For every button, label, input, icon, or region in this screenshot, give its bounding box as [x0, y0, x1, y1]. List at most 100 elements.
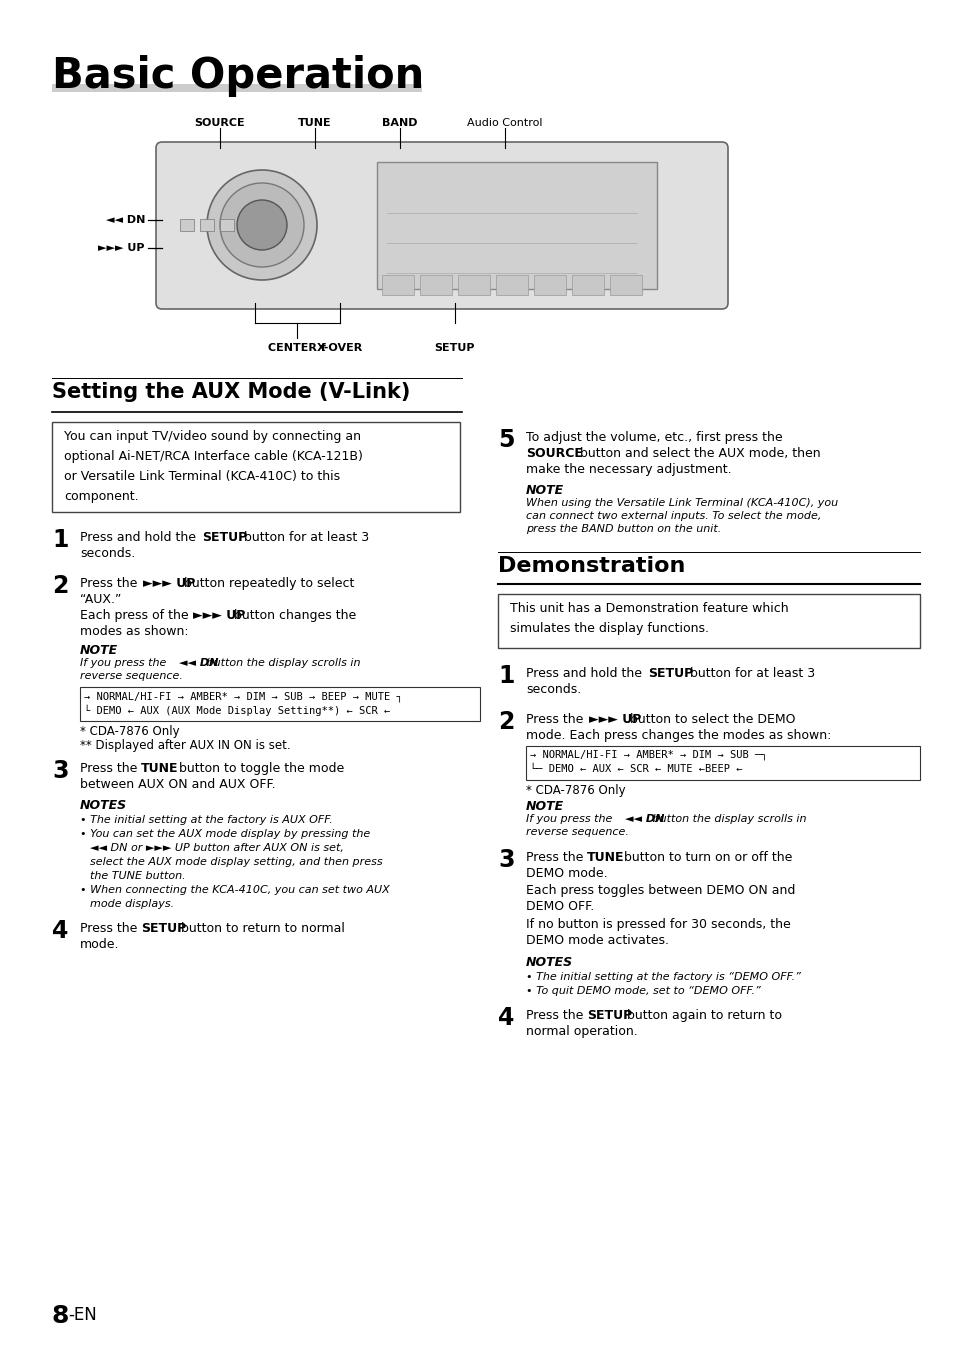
Text: make the necessary adjustment.: make the necessary adjustment. [525, 463, 731, 476]
Text: Each press toggles between DEMO ON and: Each press toggles between DEMO ON and [525, 884, 795, 896]
Text: SETUP: SETUP [141, 922, 186, 935]
Text: SETUP: SETUP [586, 1010, 632, 1022]
Text: If you press the: If you press the [525, 814, 616, 824]
Text: mode displays.: mode displays. [90, 899, 174, 909]
Text: NOTE: NOTE [525, 485, 563, 497]
Text: modes as shown:: modes as shown: [80, 625, 189, 638]
Text: Press the: Press the [80, 762, 141, 775]
Bar [220, 219, 233, 232]
Text: button and select the AUX mode, then: button and select the AUX mode, then [576, 447, 820, 460]
Text: └─ DEMO ← AUX ← SCR ← MUTE ←BEEP ←: └─ DEMO ← AUX ← SCR ← MUTE ←BEEP ← [530, 765, 741, 774]
Bar [52, 423, 459, 511]
Text: → NORMAL/HI-FI → AMBER* → DIM → SUB ─┐: → NORMAL/HI-FI → AMBER* → DIM → SUB ─┐ [530, 750, 767, 760]
Bar [534, 275, 565, 295]
Circle shape [220, 183, 304, 267]
Text: 5: 5 [497, 428, 514, 452]
Text: • When connecting the KCA-410C, you can set two AUX: • When connecting the KCA-410C, you can … [80, 886, 390, 895]
Text: button to select the DEMO: button to select the DEMO [625, 713, 795, 725]
Text: Press the: Press the [80, 577, 141, 590]
Text: DEMO OFF.: DEMO OFF. [525, 900, 594, 913]
Text: ►►► UP: ►►► UP [588, 713, 640, 725]
Text: NOTES: NOTES [525, 956, 573, 969]
Bar [457, 275, 490, 295]
Text: Press the: Press the [525, 713, 587, 725]
Bar [376, 162, 657, 289]
Bar [419, 275, 452, 295]
Text: normal operation.: normal operation. [525, 1026, 638, 1038]
Text: seconds.: seconds. [525, 682, 580, 696]
Text: 1: 1 [52, 528, 69, 552]
Text: simulates the display functions.: simulates the display functions. [510, 622, 708, 635]
Text: ►►► UP: ►►► UP [143, 577, 195, 590]
Text: mode.: mode. [80, 938, 119, 952]
Text: NOTES: NOTES [80, 800, 127, 812]
Text: NOTE: NOTE [80, 643, 118, 657]
Text: NOTE: NOTE [525, 800, 563, 813]
Text: 1: 1 [497, 664, 514, 688]
Text: • To quit DEMO mode, set to “DEMO OFF.”: • To quit DEMO mode, set to “DEMO OFF.” [525, 987, 760, 996]
Text: To adjust the volume, etc., first press the: To adjust the volume, etc., first press … [525, 431, 781, 444]
Text: 3: 3 [52, 759, 69, 783]
Bar [180, 219, 193, 232]
Text: Press the: Press the [525, 1010, 587, 1022]
Text: When using the Versatile Link Terminal (KCA-410C), you: When using the Versatile Link Terminal (… [525, 498, 838, 507]
Text: 4: 4 [497, 1005, 514, 1030]
Bar [52, 83, 421, 92]
Text: the TUNE button.: the TUNE button. [90, 871, 186, 882]
Text: reverse sequence.: reverse sequence. [80, 672, 183, 681]
Bar [572, 275, 603, 295]
Text: can connect two external inputs. To select the mode,: can connect two external inputs. To sele… [525, 511, 821, 521]
Text: button the display scrolls in: button the display scrolls in [203, 658, 360, 668]
Text: button to turn on or off the: button to turn on or off the [619, 851, 792, 864]
Text: TUNE: TUNE [586, 851, 624, 864]
Bar [497, 594, 919, 647]
Text: ◄◄ DN: ◄◄ DN [624, 814, 663, 824]
Text: button the display scrolls in: button the display scrolls in [648, 814, 805, 824]
Text: This unit has a Demonstration feature which: This unit has a Demonstration feature wh… [510, 602, 788, 615]
Text: button again to return to: button again to return to [622, 1010, 781, 1022]
Text: • You can set the AUX mode display by pressing the: • You can set the AUX mode display by pr… [80, 829, 370, 839]
Text: 2: 2 [497, 709, 514, 734]
Bar [525, 746, 919, 779]
Text: Press the: Press the [80, 922, 141, 935]
Text: * CDA-7876 Only: * CDA-7876 Only [525, 783, 625, 797]
Text: ◄◄ DN or ►►► UP button after AUX ON is set,: ◄◄ DN or ►►► UP button after AUX ON is s… [90, 843, 343, 853]
Text: SOURCE: SOURCE [525, 447, 582, 460]
Text: TUNE: TUNE [298, 118, 332, 128]
Text: ◄◄ DN: ◄◄ DN [179, 658, 218, 668]
Text: • The initial setting at the factory is AUX OFF.: • The initial setting at the factory is … [80, 814, 333, 825]
Text: → NORMAL/HI-FI → AMBER* → DIM → SUB → BEEP → MUTE ┐: → NORMAL/HI-FI → AMBER* → DIM → SUB → BE… [84, 690, 402, 701]
Text: Press and hold the: Press and hold the [80, 532, 200, 544]
Text: * CDA-7876 Only: * CDA-7876 Only [80, 725, 179, 738]
Text: press the BAND button on the unit.: press the BAND button on the unit. [525, 524, 720, 534]
Text: component.: component. [64, 490, 138, 503]
Text: or Versatile Link Terminal (KCA-410C) to this: or Versatile Link Terminal (KCA-410C) to… [64, 470, 340, 483]
Text: 3: 3 [497, 848, 514, 872]
Text: seconds.: seconds. [80, 546, 135, 560]
Text: Demonstration: Demonstration [497, 556, 684, 576]
Text: X-OVER: X-OVER [316, 343, 363, 353]
Text: BAND: BAND [382, 118, 417, 128]
Text: SETUP: SETUP [202, 532, 247, 544]
Text: TUNE: TUNE [141, 762, 178, 775]
Bar [200, 219, 213, 232]
Text: “AUX.”: “AUX.” [80, 594, 121, 606]
Text: button for at least 3: button for at least 3 [240, 532, 369, 544]
Text: Audio Control: Audio Control [467, 118, 542, 128]
Text: Basic Operation: Basic Operation [52, 55, 424, 97]
Text: optional Ai-NET/RCA Interface cable (KCA-121B): optional Ai-NET/RCA Interface cable (KCA… [64, 450, 362, 463]
Text: Press and hold the: Press and hold the [525, 668, 645, 680]
Text: SETUP: SETUP [435, 343, 475, 353]
Text: 4: 4 [52, 919, 69, 944]
Text: Each press of the: Each press of the [80, 608, 193, 622]
Bar [80, 686, 479, 721]
Text: button for at least 3: button for at least 3 [685, 668, 814, 680]
Text: 8: 8 [52, 1304, 70, 1329]
Text: CENTER f: CENTER f [268, 343, 326, 353]
Text: ►►► UP: ►►► UP [193, 608, 245, 622]
Bar [609, 275, 641, 295]
Text: ** Displayed after AUX IN ON is set.: ** Displayed after AUX IN ON is set. [80, 739, 291, 752]
Text: ◄◄ DN: ◄◄ DN [106, 215, 145, 225]
Text: 2: 2 [52, 573, 69, 598]
Text: Setting the AUX Mode (V-Link): Setting the AUX Mode (V-Link) [52, 382, 410, 402]
